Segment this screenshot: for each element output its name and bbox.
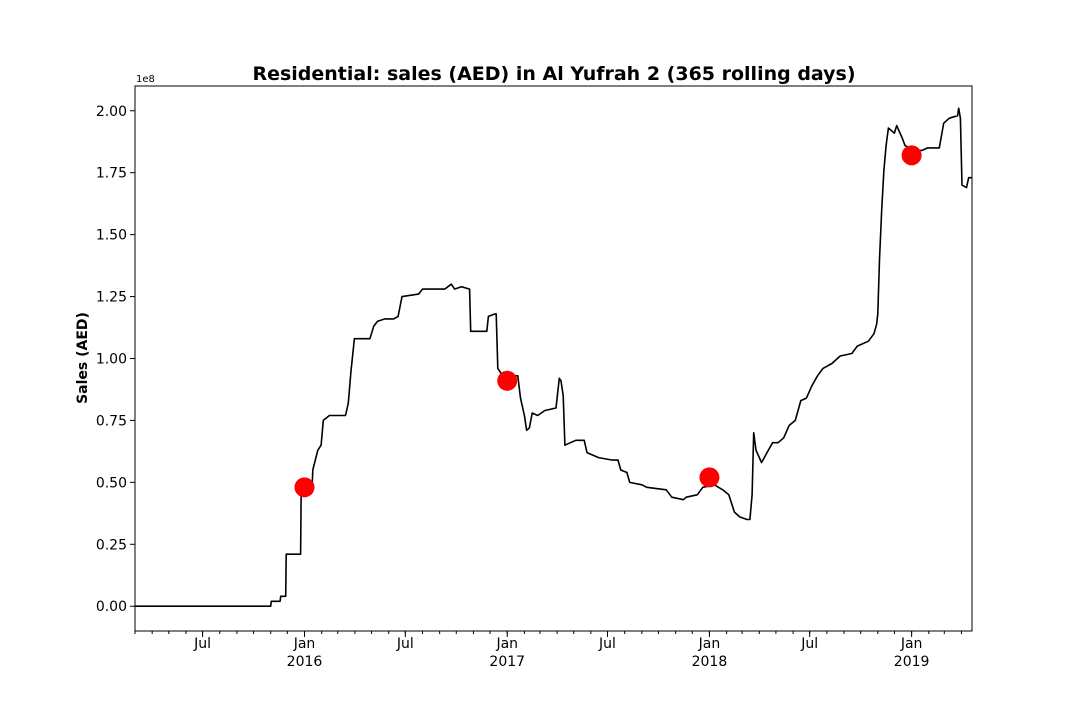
highlight-point [901, 145, 922, 166]
x-tick-label: Jul [800, 636, 818, 652]
y-axis-ticks: 0.00 0.25 0.50 0.75 1.00 1.25 1.50 1.75 2.00 [96, 104, 135, 615]
y-tick-label: 0.50 [96, 475, 127, 491]
x-tick-year-label: 2016 [287, 654, 323, 670]
y-tick-label: 1.00 [96, 352, 127, 368]
x-axis-ticks: Jul Jan 2016 Jul Jan 2017 Jul Jan 2018 Jul Jan 2019 [134, 631, 962, 670]
x-tick-label: Jul [598, 636, 616, 652]
y-axis-offset-label: 1e8 [136, 74, 155, 85]
y-tick-label: 0.25 [96, 537, 127, 553]
x-tick-label: Jul [193, 636, 211, 652]
y-tick-label: 0.75 [96, 413, 127, 429]
x-tick-year-label: 2017 [489, 654, 525, 670]
series-group [135, 107, 972, 607]
y-tick-label: 0.00 [96, 599, 127, 615]
series-line [135, 107, 972, 607]
highlight-point [294, 477, 315, 498]
y-tick-label: 1.25 [96, 290, 127, 306]
x-tick-year-label: 2019 [894, 654, 930, 670]
chart-title: Residential: sales (AED) in Al Yufrah 2 … [252, 63, 855, 85]
y-tick-label: 1.50 [96, 228, 127, 244]
x-tick-label: Jan [293, 636, 316, 652]
x-tick-year-label: 2018 [692, 654, 728, 670]
y-axis-label: Sales (AED) [75, 312, 91, 404]
highlight-point [699, 467, 720, 488]
plot-frame [134, 85, 973, 632]
x-tick-label: Jan [698, 636, 721, 652]
x-tick-label: Jan [495, 636, 518, 652]
highlight-markers [294, 145, 922, 498]
x-tick-label: Jul [396, 636, 414, 652]
highlight-point [497, 370, 518, 391]
y-tick-label: 1.75 [96, 166, 127, 182]
x-tick-label: Jan [900, 636, 923, 652]
y-tick-label: 2.00 [96, 104, 127, 120]
